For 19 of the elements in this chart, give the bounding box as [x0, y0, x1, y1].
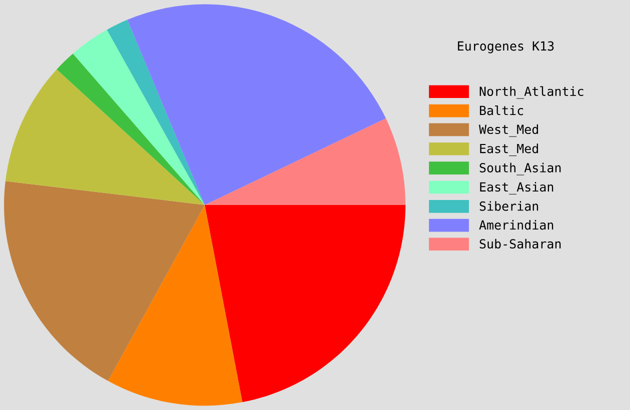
pie-slice	[106, 20, 205, 205]
legend-label: Baltic	[480, 105, 524, 116]
pie-slice	[127, 4, 386, 205]
pie-slice	[204, 205, 406, 402]
pie-slice	[72, 30, 205, 205]
pie-slice	[4, 181, 205, 381]
pie-slice	[5, 69, 205, 205]
legend-label: Amerindian	[479, 220, 554, 230]
legend-label: East_Asian	[480, 182, 554, 194]
legend-label: North_Atlantic	[480, 86, 584, 99]
pie-slice	[204, 118, 406, 205]
legend-label: Sub-Saharan	[480, 238, 561, 249]
legend-title: Eurogenes K13	[458, 41, 554, 54]
legend-label: West_Med	[478, 124, 538, 137]
legend-label: Siberian	[480, 201, 538, 211]
pie-slice	[56, 54, 205, 205]
legend-label: South_Asian	[480, 162, 561, 176]
pie-slice	[108, 205, 242, 406]
legend-label: East_Med	[480, 144, 538, 156]
